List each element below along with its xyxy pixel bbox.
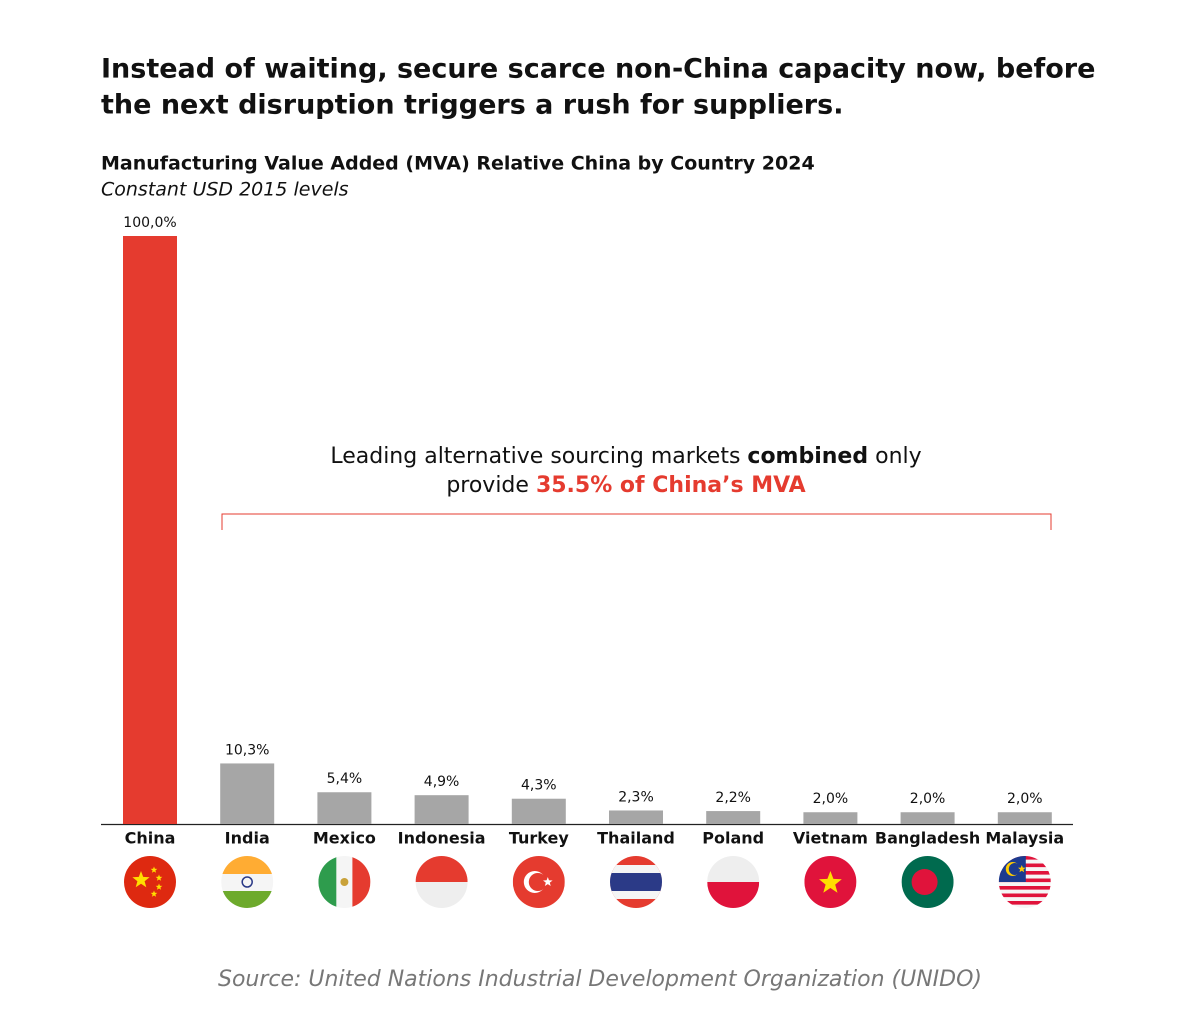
chart-title: Manufacturing Value Added (MVA) Relative… — [101, 153, 815, 175]
bar — [706, 811, 761, 824]
value-label: 4,9% — [424, 774, 460, 790]
value-label: 2,0% — [813, 791, 849, 807]
annotation-text: combined — [747, 444, 868, 469]
flag-part — [707, 856, 760, 882]
flag — [901, 856, 954, 908]
bar — [803, 812, 858, 824]
flag-part — [415, 856, 468, 882]
headline: the next disruption triggers a rush for … — [101, 90, 843, 121]
flag — [804, 856, 857, 908]
flag-part — [998, 882, 1051, 886]
bar — [123, 236, 177, 824]
bar — [414, 795, 469, 824]
value-label: 2,3% — [618, 789, 654, 805]
flag-part — [132, 871, 150, 888]
flag-part — [543, 877, 553, 886]
bar — [609, 810, 663, 824]
value-label: 2,2% — [715, 790, 751, 806]
value-label: 2,0% — [1007, 791, 1043, 807]
category-label: Turkey — [509, 829, 570, 848]
flag-part — [528, 873, 547, 891]
annotation-text: provide — [446, 473, 536, 498]
flag-part — [998, 897, 1051, 901]
flag-part — [819, 871, 842, 893]
annotation: Leading alternative sourcing markets com… — [330, 444, 921, 469]
flag-part — [998, 886, 1051, 890]
flag-part — [241, 876, 253, 888]
flag-part — [221, 856, 274, 874]
flag-part — [150, 866, 158, 873]
flag — [318, 856, 371, 908]
value-label: 5,4% — [327, 771, 363, 787]
flag — [610, 856, 662, 908]
source: Source: United Nations Industrial Develo… — [218, 967, 982, 992]
bar — [511, 798, 566, 824]
category-label: Mexico — [313, 829, 376, 848]
category-label: Thailand — [597, 829, 675, 848]
annotation: provide 35.5% of China’s MVA — [446, 473, 805, 498]
flag-part — [998, 893, 1051, 898]
flag-part — [155, 883, 163, 890]
annotation-text: 35.5% of China’s MVA — [536, 473, 806, 498]
flag — [221, 856, 274, 908]
chart-subtitle: Constant USD 2015 levels — [101, 179, 349, 201]
value-label: 2,0% — [910, 791, 946, 807]
annotation-text: only — [868, 444, 922, 469]
flag-part — [415, 882, 468, 908]
flag-part — [998, 901, 1051, 905]
flag — [512, 856, 565, 908]
headline: Instead of waiting, secure scarce non-Ch… — [101, 54, 1095, 85]
value-label: 10,3% — [225, 742, 269, 758]
category-label: Indonesia — [398, 829, 486, 848]
flag-part — [911, 869, 938, 895]
flag-part — [124, 856, 176, 908]
category-label: Poland — [702, 829, 764, 848]
flag-part — [221, 874, 274, 891]
flag-part — [1018, 865, 1026, 873]
flag-part — [221, 891, 274, 908]
value-label: 4,3% — [521, 778, 557, 794]
value-label: 100,0% — [123, 215, 176, 231]
flag — [998, 856, 1051, 908]
category-label: Bangladesh — [875, 829, 980, 848]
flag-part — [352, 856, 371, 908]
flag-part — [707, 882, 760, 908]
flag — [707, 856, 760, 908]
flag-part — [1008, 863, 1021, 875]
flag-part — [318, 856, 337, 908]
category-label: China — [125, 829, 176, 848]
flag-part — [998, 904, 1051, 908]
flag-part — [150, 890, 158, 897]
flag-part — [610, 873, 662, 891]
flag — [415, 856, 468, 908]
flag — [124, 856, 176, 908]
flag-part — [340, 878, 349, 886]
flags — [124, 856, 1051, 908]
bracket — [221, 513, 1052, 530]
bar — [997, 812, 1052, 824]
category-label: Malaysia — [985, 829, 1064, 848]
flag-part — [998, 889, 1051, 894]
bar — [900, 812, 955, 824]
annotation-text: Leading alternative sourcing markets — [330, 444, 747, 469]
bar — [317, 792, 372, 824]
bar — [220, 763, 275, 824]
category-label: Vietnam — [793, 829, 868, 848]
flag-part — [155, 874, 163, 881]
category-label: India — [225, 829, 270, 848]
